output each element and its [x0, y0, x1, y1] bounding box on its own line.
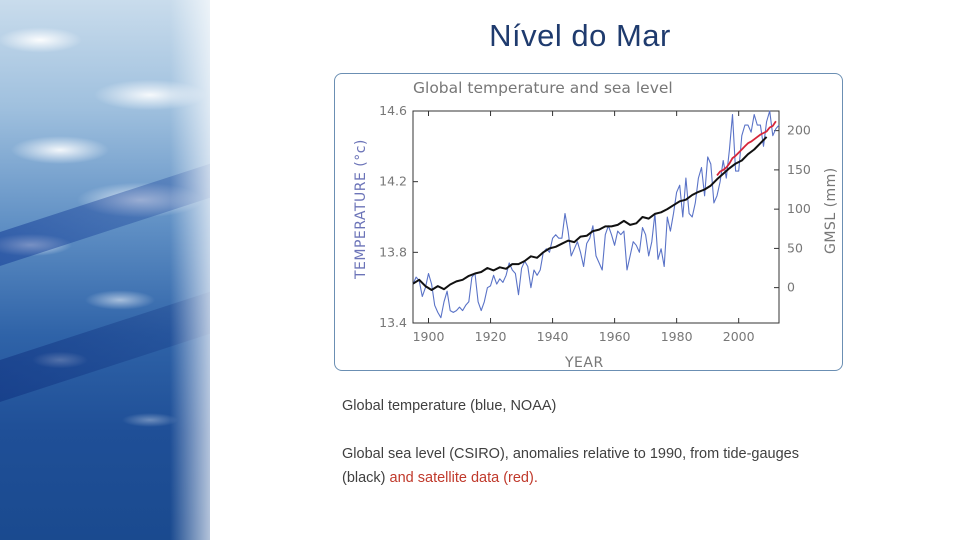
plot-frame	[412, 110, 780, 324]
plot-area: 1900 1920 1940 1960 1980 200014.614.213.813.4…	[379, 103, 811, 344]
x-tick-label: 2000	[723, 329, 755, 344]
y-tick-label-left: 14.6	[379, 103, 407, 118]
y-tick-label-right: 50	[787, 240, 803, 255]
y-axis-label-right: GMSL (mm)	[823, 167, 839, 254]
sky-fade	[170, 0, 230, 540]
y-tick-label-right: 100	[787, 201, 811, 216]
chart-title: Global temperature and sea level	[413, 79, 673, 97]
y-tick-label-left: 13.4	[379, 315, 407, 330]
slide-title: Nível do Mar	[489, 18, 671, 53]
x-tick-label: 1960	[599, 329, 631, 344]
y-tick-label-left: 14.2	[379, 174, 407, 189]
tide-gauge-series-line	[412, 136, 768, 291]
caption-temperature: Global temperature (blue, NOAA)	[342, 398, 557, 414]
y-tick-label-left: 13.8	[379, 244, 407, 259]
caption-sea-level-text: Global sea level (CSIRO), anomalies rela…	[342, 446, 799, 486]
caption: Global temperature (blue, NOAA) Global s…	[342, 394, 822, 490]
x-axis-label: YEAR	[564, 355, 604, 370]
y-tick-label-right: 150	[787, 162, 811, 177]
temperature-series-line	[412, 110, 780, 319]
chart-frame: Global temperature and sea level 1900 192…	[334, 73, 843, 371]
y-tick-label-right: 200	[787, 123, 811, 138]
caption-sea-level: Global sea level (CSIRO), anomalies rela…	[342, 442, 822, 490]
y-axis-label-left: TEMPERATURE (°c)	[353, 139, 369, 280]
chart: Global temperature and sea level 1900 192…	[353, 79, 839, 370]
x-tick-label: 1920	[475, 329, 507, 344]
satellite-series-line	[716, 120, 777, 176]
x-tick-label: 1940	[537, 329, 569, 344]
x-tick-label: 1980	[661, 329, 693, 344]
caption-satellite-text: and satellite data (red).	[389, 470, 538, 486]
y-tick-label-right: 0	[787, 280, 795, 295]
x-tick-label: 1900	[413, 329, 445, 344]
